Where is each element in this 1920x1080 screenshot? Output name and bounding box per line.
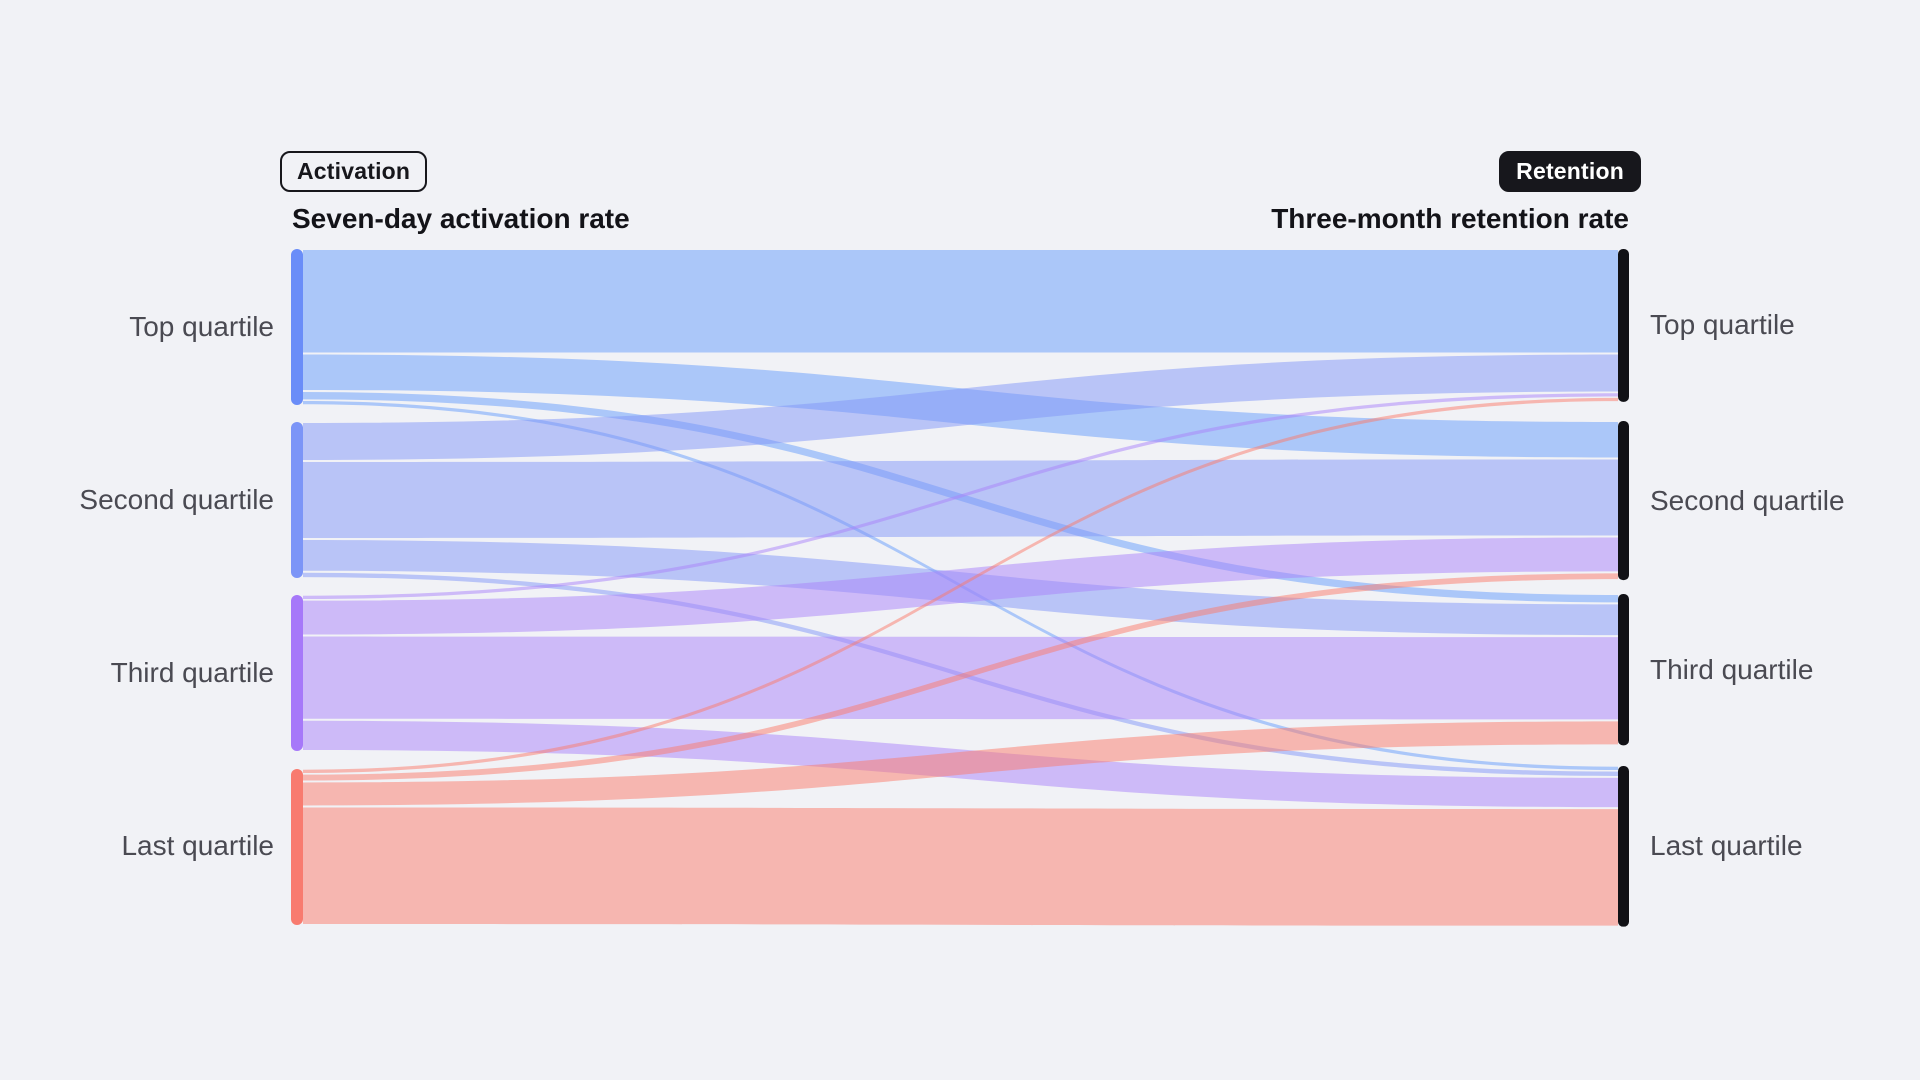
left-node-label-last-quartile: Last quartile [121,830,274,861]
right-node-label-last-quartile: Last quartile [1650,830,1803,861]
flow-top-quartile-to-top-quartile[interactable] [303,250,1618,353]
flow-last-quartile-to-last-quartile[interactable] [303,807,1618,926]
left-node-bar-last-quartile[interactable] [291,769,303,925]
left-node-bar-third-quartile[interactable] [291,595,303,751]
flow-last-quartile-to-top-quartile[interactable] [303,397,1618,773]
right-node-bar-third-quartile[interactable] [1618,594,1629,746]
right-node-bar-top-quartile[interactable] [1618,249,1629,402]
retention-badge[interactable]: Retention [1499,151,1641,192]
left-node-label-top-quartile: Top quartile [129,311,274,342]
left-node-label-third-quartile: Third quartile [110,657,274,688]
flow-second-quartile-to-second-quartile[interactable] [303,459,1618,538]
right-node-label-top-quartile: Top quartile [1650,309,1795,340]
left-node-bar-second-quartile[interactable] [291,422,303,578]
flow-last-quartile-to-second-quartile[interactable] [303,573,1618,781]
left-node-label-second-quartile: Second quartile [79,484,274,515]
left-column-header: Seven-day activation rate [292,203,630,234]
flow-third-quartile-to-top-quartile[interactable] [303,393,1618,599]
right-column-header: Three-month retention rate [1271,203,1629,234]
right-node-bar-second-quartile[interactable] [1618,421,1629,581]
right-node-label-second-quartile: Second quartile [1650,485,1845,516]
right-node-bar-last-quartile[interactable] [1618,766,1629,927]
flow-second-quartile-to-top-quartile[interactable] [303,354,1618,460]
flow-last-quartile-to-third-quartile[interactable] [303,721,1618,806]
activation-badge[interactable]: Activation [280,151,428,192]
left-node-bar-top-quartile[interactable] [291,249,303,405]
right-node-label-third-quartile: Third quartile [1650,654,1814,685]
